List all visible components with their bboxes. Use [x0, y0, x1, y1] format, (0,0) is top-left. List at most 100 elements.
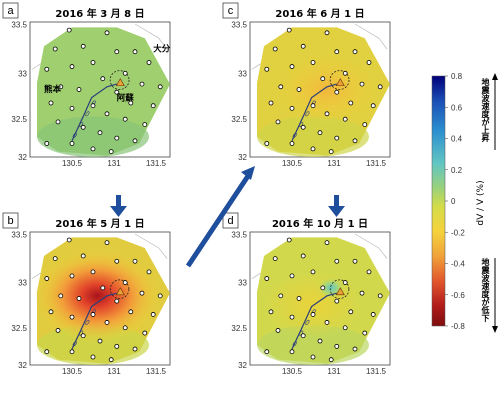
station-marker: [334, 89, 340, 95]
volcano-icon: [115, 78, 125, 87]
lon-tick-label: 131: [327, 159, 341, 168]
colorbar-tick-label: -0.8: [451, 322, 465, 331]
station-marker: [370, 103, 376, 109]
lon-tick-label: 130.5: [62, 367, 83, 376]
station-marker: [104, 111, 110, 117]
station-marker: [352, 49, 358, 55]
station-marker: [300, 333, 306, 339]
panel-letter: a: [7, 5, 14, 17]
lon-tick-label: 131: [107, 159, 121, 168]
lon-tick-label: 130.5: [282, 367, 303, 376]
lon-tick-label: 131.5: [366, 159, 387, 168]
coastline: [134, 23, 168, 50]
lat-tick-label: 32.5: [11, 115, 27, 124]
panel-letter-box: [222, 212, 239, 229]
panel-letter-box: [2, 212, 19, 229]
station-marker: [310, 269, 316, 275]
station-marker: [139, 290, 145, 296]
station-marker: [296, 87, 302, 92]
station-marker: [114, 89, 120, 95]
panel-title: 2016 年 3 月 8 日: [55, 7, 144, 20]
station-marker: [310, 354, 316, 360]
label-kumamoto: 熊本: [44, 84, 62, 95]
station-marker: [122, 280, 128, 285]
station-marker: [157, 84, 163, 90]
lat-tick-label: 33: [238, 69, 247, 78]
station-marker: [275, 119, 281, 125]
fault-segment: [85, 319, 90, 325]
station-marker: [52, 46, 58, 52]
station-marker: [334, 258, 340, 264]
station-marker: [104, 320, 110, 325]
station-marker: [69, 314, 75, 320]
volcano-icon: [335, 78, 345, 87]
lat-tick-label: 32: [238, 361, 247, 370]
station-marker: [264, 276, 270, 281]
velocity-drop-anomaly: [278, 55, 376, 124]
station-marker: [69, 64, 75, 69]
station-marker: [104, 240, 110, 246]
lat-tick-label: 33.5: [11, 231, 27, 240]
station-marker: [44, 141, 50, 146]
station-marker: [348, 309, 354, 315]
colorbar-label: dV / V (%): [476, 180, 486, 225]
station-marker: [142, 122, 148, 127]
station-marker: [310, 312, 316, 317]
station-marker: [132, 346, 138, 352]
station-marker: [275, 328, 281, 333]
station-marker: [328, 149, 334, 155]
station-marker: [320, 76, 326, 82]
station-marker: [80, 124, 86, 130]
lat-tick-label: 33.5: [231, 21, 247, 30]
station-marker: [359, 290, 365, 296]
fault-segment: [305, 111, 310, 117]
fault-segment: [292, 132, 297, 138]
station-marker: [108, 149, 114, 155]
station-marker: [122, 70, 128, 76]
lon-tick-label: 131: [107, 367, 121, 376]
station-marker: [348, 100, 354, 106]
station-marker: [352, 258, 358, 264]
aso-caldera: [329, 70, 350, 90]
station-marker: [97, 338, 103, 344]
aso-caldera: [109, 279, 130, 299]
station-marker: [324, 240, 330, 246]
coastline: [134, 233, 168, 259]
station-marker: [69, 106, 75, 111]
station-marker: [286, 27, 292, 33]
arrow-c-to-d: [328, 195, 345, 217]
colorbar-gradient: [431, 75, 446, 327]
station-marker: [324, 320, 330, 325]
colorbar-tick-label: 0.2: [451, 166, 463, 175]
station-marker: [128, 100, 134, 106]
station-marker: [310, 103, 316, 109]
lat-tick-label: 33.5: [11, 21, 27, 30]
station-marker: [100, 76, 106, 82]
panel-title: 2016 年 6 月 1 日: [275, 7, 364, 20]
panel-letter: b: [7, 215, 13, 227]
station-marker: [264, 349, 270, 355]
station-marker: [362, 122, 368, 127]
station-marker: [66, 237, 72, 243]
station-marker: [69, 141, 75, 146]
station-marker: [76, 87, 82, 92]
lon-tick-label: 131.5: [146, 159, 167, 168]
volcano-icon: [335, 287, 345, 296]
station-marker: [264, 66, 270, 72]
lon-tick-label: 131: [327, 367, 341, 376]
station-marker: [359, 81, 365, 87]
lat-tick-label: 32.5: [11, 324, 27, 333]
label-aso: 阿蘇: [117, 92, 135, 103]
station-marker: [122, 116, 128, 122]
station-marker: [310, 146, 316, 152]
station-marker: [146, 60, 152, 65]
station-marker: [100, 285, 106, 291]
station-marker: [66, 27, 72, 33]
colorbar: 0.8 0.6 0.4 0.2 0 -0.2 -0.4 -0.6 -0.8 dV / V (%): [431, 72, 498, 333]
station-marker: [272, 46, 278, 52]
arrow-a-to-b: [110, 195, 127, 217]
station-marker: [370, 312, 376, 317]
lower-note: 地震波速度が低下: [481, 258, 490, 322]
station-marker: [334, 298, 340, 304]
